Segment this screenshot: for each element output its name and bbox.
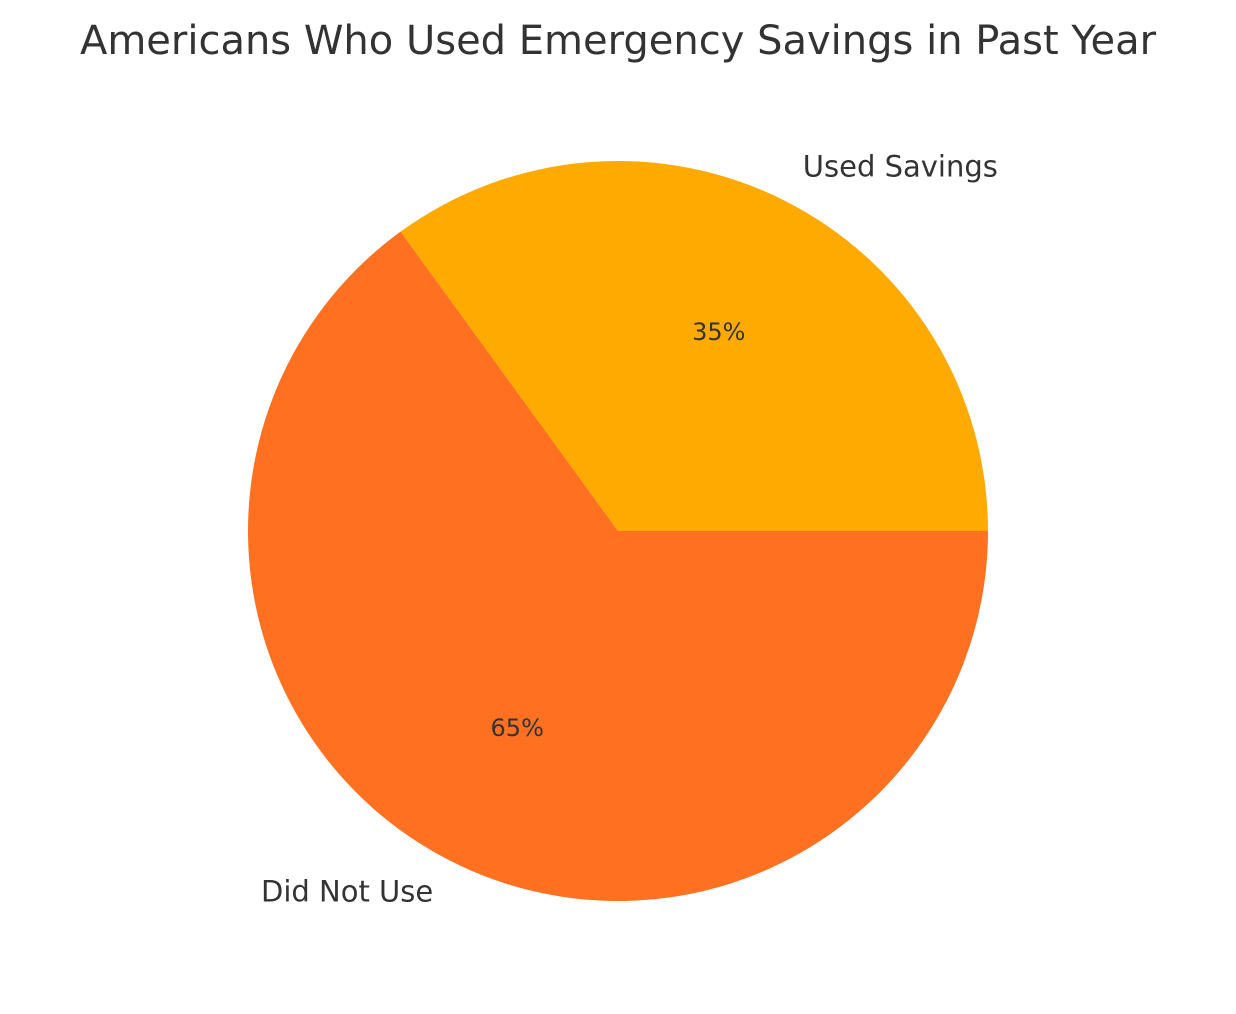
pie-labels: Used Savings 35% Did Not Use 65% (261, 149, 998, 908)
chart-title: Americans Who Used Emergency Savings in … (80, 18, 1157, 64)
pie-slice-0 (400, 160, 988, 531)
slice-pct-label-1: 65% (491, 714, 544, 742)
slice-pct-label-0: 35% (692, 318, 745, 346)
pie-slices (248, 160, 989, 901)
slice-label-0: Used Savings (803, 149, 998, 183)
pie-slice-1 (248, 231, 989, 901)
slice-label-1: Did Not Use (261, 875, 433, 909)
